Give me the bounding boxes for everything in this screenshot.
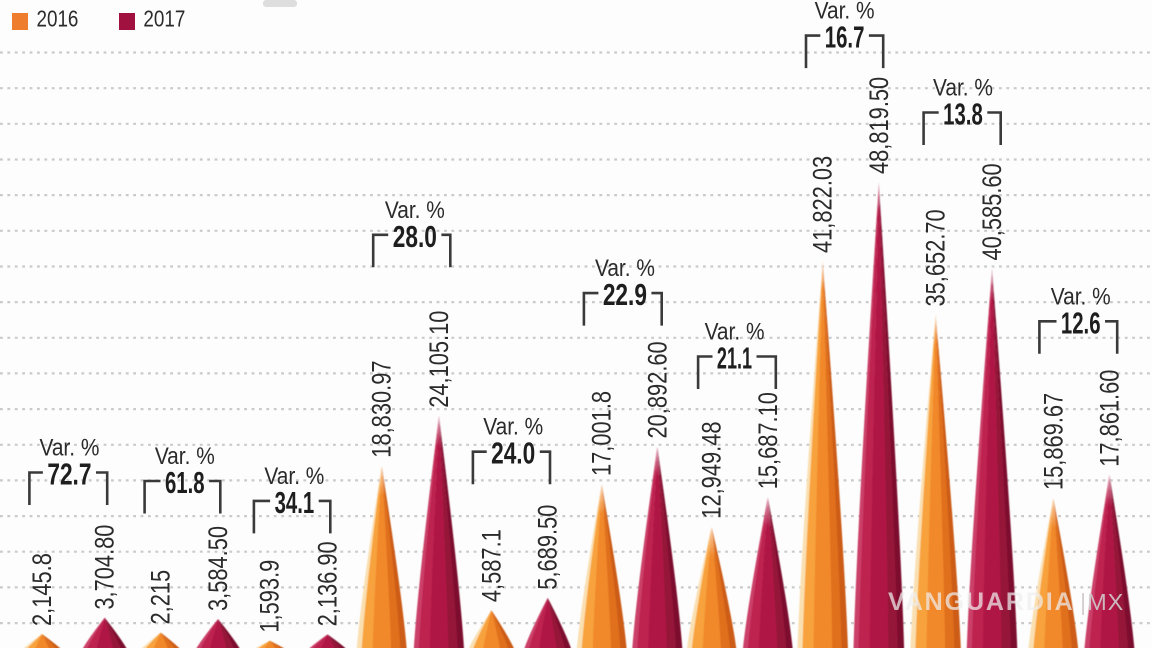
svg-text:18,830.97: 18,830.97 (368, 360, 398, 457)
svg-text:40,585.60: 40,585.60 (978, 163, 1008, 260)
svg-text:17,861.60: 17,861.60 (1095, 370, 1125, 467)
svg-text:Var. %: Var. % (933, 74, 993, 101)
svg-text:3,704.80: 3,704.80 (91, 525, 121, 610)
svg-text:16.7: 16.7 (825, 19, 865, 54)
svg-text:13.8: 13.8 (943, 96, 983, 131)
svg-text:2,136.90: 2,136.90 (313, 541, 343, 626)
svg-text:21.1: 21.1 (717, 342, 752, 376)
svg-text:2016: 2016 (36, 7, 78, 32)
svg-text:35,652.70: 35,652.70 (922, 209, 952, 306)
svg-text:1,593.9: 1,593.9 (256, 560, 286, 633)
svg-text:72.7: 72.7 (47, 456, 91, 491)
svg-text:Var. %: Var. % (815, 0, 875, 24)
svg-text:4,587.1: 4,587.1 (477, 529, 507, 602)
svg-text:24.0: 24.0 (491, 435, 535, 470)
svg-text:Var. %: Var. % (264, 463, 324, 490)
svg-text:28.0: 28.0 (393, 218, 437, 253)
svg-text:2,215: 2,215 (147, 570, 177, 625)
svg-text:12,949.48: 12,949.48 (698, 421, 728, 518)
svg-text:Var. %: Var. % (1051, 283, 1111, 310)
svg-text:VANGUARDIA: VANGUARDIA (888, 588, 1075, 616)
svg-text:22.9: 22.9 (603, 277, 647, 312)
svg-text:48,819.50: 48,819.50 (865, 77, 895, 174)
svg-text:34.1: 34.1 (275, 485, 315, 520)
svg-text:Var. %: Var. % (705, 318, 765, 345)
svg-text:20,892.60: 20,892.60 (643, 341, 673, 438)
svg-text:61.8: 61.8 (165, 465, 205, 500)
svg-text:15,869.67: 15,869.67 (1039, 393, 1069, 490)
svg-text:2,145.8: 2,145.8 (28, 553, 58, 626)
svg-text:Var. %: Var. % (595, 255, 655, 282)
svg-text:24,105.10: 24,105.10 (425, 311, 455, 408)
svg-text:3,584.50: 3,584.50 (204, 526, 234, 611)
svg-text:12.6: 12.6 (1061, 305, 1101, 340)
svg-text:17,001.8: 17,001.8 (588, 391, 618, 476)
svg-text:Var. %: Var. % (39, 434, 99, 461)
svg-text:Var. %: Var. % (385, 196, 445, 223)
svg-text:Var. %: Var. % (483, 413, 543, 440)
svg-text:|MX: |MX (1080, 589, 1124, 615)
svg-text:41,822.03: 41,822.03 (809, 156, 839, 253)
svg-text:5,689.50: 5,689.50 (534, 505, 564, 590)
svg-text:Var. %: Var. % (155, 443, 215, 470)
svg-text:2017: 2017 (143, 7, 185, 32)
svg-text:15,687.10: 15,687.10 (754, 392, 784, 489)
